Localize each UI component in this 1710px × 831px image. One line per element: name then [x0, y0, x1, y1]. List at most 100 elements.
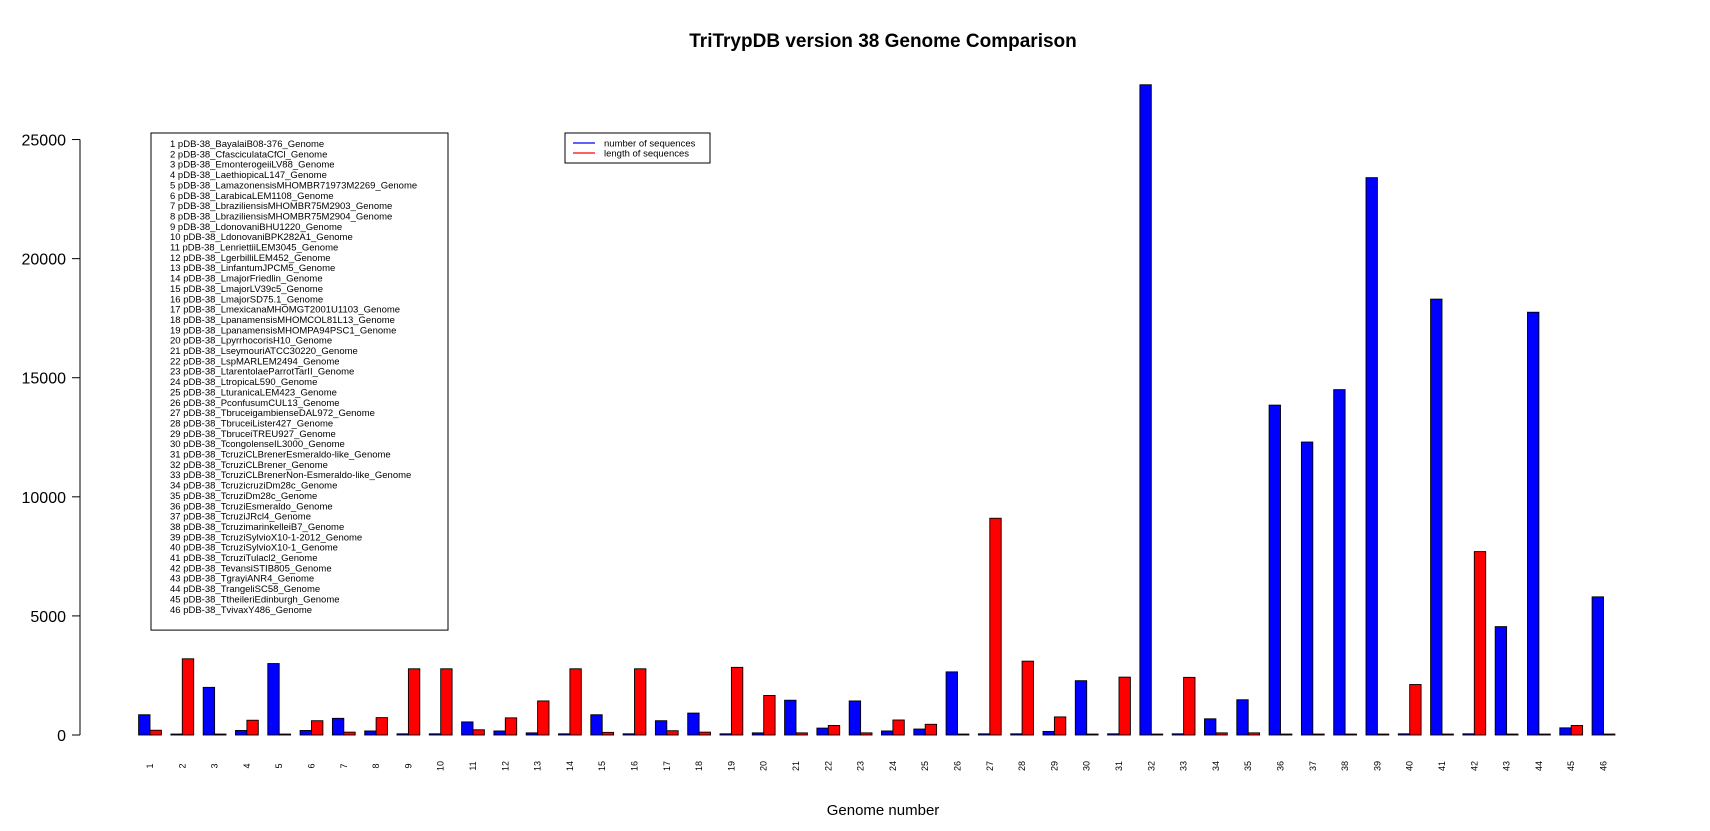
bar-number-of-sequences — [816, 727, 829, 736]
x-tick-label: 26 — [953, 761, 963, 771]
bar-number-of-sequences — [1236, 699, 1249, 736]
x-tick-label: 33 — [1179, 761, 1189, 771]
genome-legend-entry: 15 pDB-38_LmajorLV39c5_Genome — [170, 284, 323, 295]
genome-legend-entry: 19 pDB-38_LpanamensisMHOMPA94PSC1_Genome — [170, 325, 396, 336]
bar-length-of-sequences — [214, 733, 227, 736]
bar-length-of-sequences — [827, 725, 841, 736]
bar-number-of-sequences — [848, 700, 862, 736]
genome-legend-entry: 9 pDB-38_LdonovaniBHU1220_Genome — [170, 222, 342, 233]
bar-length-of-sequences — [989, 517, 1002, 736]
bar-number-of-sequences — [1462, 733, 1475, 736]
genome-legend-entry: 42 pDB-38_TevansiSTIB805_Genome — [170, 563, 332, 574]
genome-legend-entry: 20 pDB-38_LpyrrhocorisH10_Genome — [170, 336, 332, 347]
x-tick-label: 22 — [823, 761, 833, 771]
bar-number-of-sequences — [299, 730, 312, 736]
genome-legend-entry: 44 pDB-38_TrangeliSC58_Genome — [170, 584, 320, 595]
genome-legend-entry: 7 pDB-38_LbraziliensisMHOMBR75M2903_Geno… — [170, 201, 392, 212]
x-tick-label: 17 — [662, 761, 672, 771]
bar-length-of-sequences — [634, 668, 647, 736]
y-tick-label: 20000 — [22, 252, 67, 269]
x-tick-label: 29 — [1049, 761, 1059, 771]
genome-legend-entry: 45 pDB-38_TtheileriEdinburgh_Genome — [170, 594, 340, 605]
x-tick-label: 19 — [726, 761, 736, 771]
x-axis-label: Genome number — [827, 802, 940, 819]
bar-length-of-sequences — [472, 729, 485, 736]
bar-number-of-sequences — [202, 686, 216, 736]
genome-legend-entry: 17 pDB-38_LmexicanaMHOMGT2001U1103_Genom… — [170, 305, 400, 316]
genome-legend-entry: 43 pDB-38_TgrayiANR4_Genome — [170, 574, 314, 585]
genome-legend-entry: 29 pDB-38_TbruceiTREU927_Genome — [170, 429, 336, 440]
bar-number-of-sequences — [784, 699, 797, 736]
genome-legend-entry: 10 pDB-38_LdonovaniBPK282A1_Genome — [170, 232, 353, 243]
series-legend-label: number of sequences — [604, 139, 696, 150]
bar-length-of-sequences — [601, 731, 615, 736]
genome-legend-entry: 1 pDB-38_BayalaiB08-376_Genome — [170, 139, 324, 150]
bar-number-of-sequences — [1333, 389, 1346, 736]
bar-length-of-sequences — [860, 732, 873, 736]
x-tick-label: 35 — [1243, 761, 1253, 771]
bar-length-of-sequences — [246, 719, 259, 736]
x-tick-label: 36 — [1276, 761, 1286, 771]
bar-length-of-sequences — [698, 731, 711, 736]
bar-length-of-sequences — [1506, 733, 1519, 736]
bar-length-of-sequences — [440, 668, 453, 736]
genome-legend-entry: 25 pDB-38_LturanicaLEM423_Genome — [170, 387, 337, 398]
x-tick-label: 25 — [920, 761, 930, 771]
genome-legend-entry: 6 pDB-38_LarabicaLEM1108_Genome — [170, 191, 334, 202]
bar-number-of-sequences — [428, 733, 442, 736]
bar-length-of-sequences — [278, 733, 292, 736]
genome-legend-entry: 11 pDB-38_LenriettiiLEM3045_Genome — [170, 243, 338, 254]
x-tick-label: 42 — [1469, 761, 1479, 771]
bar-number-of-sequences — [590, 714, 603, 736]
genome-legend-entry: 32 pDB-38_TcruziCLBrener_Genome — [170, 460, 328, 471]
x-tick-label: 40 — [1405, 761, 1415, 771]
bar-number-of-sequences — [1494, 626, 1508, 736]
genome-legend-entry: 22 pDB-38_LspMARLEM2494_Genome — [170, 356, 340, 367]
bar-length-of-sequences — [504, 717, 518, 736]
bar-length-of-sequences — [181, 658, 195, 736]
bar-length-of-sequences — [1570, 725, 1584, 736]
x-tick-label: 28 — [1017, 761, 1027, 771]
x-tick-label: 1 — [145, 763, 155, 768]
bar-number-of-sequences — [267, 663, 280, 736]
x-tick-label: 24 — [888, 761, 898, 771]
x-tick-label: 31 — [1114, 761, 1124, 771]
bar-number-of-sequences — [719, 733, 732, 736]
bar-number-of-sequences — [977, 733, 991, 736]
bar-length-of-sequences — [1473, 551, 1487, 736]
bar-number-of-sequences — [1365, 177, 1378, 736]
bar-length-of-sequences — [1280, 733, 1293, 736]
bar-length-of-sequences — [795, 732, 808, 736]
bar-length-of-sequences — [1603, 733, 1616, 736]
bar-number-of-sequences — [1591, 596, 1604, 736]
chart-title: TriTrypDB version 38 Genome Comparison — [689, 31, 1077, 52]
genome-legend-entry: 30 pDB-38_TcongolenseIL3000_Genome — [170, 439, 345, 450]
bar-number-of-sequences — [913, 728, 926, 736]
genome-legend-entry: 38 pDB-38_TcruzimarinkelleiB7_Genome — [170, 522, 344, 533]
x-tick-label: 21 — [791, 761, 801, 771]
bar-number-of-sequences — [364, 730, 377, 736]
bar-length-of-sequences — [957, 733, 970, 736]
genome-legend-entry: 4 pDB-38_LaethiopicaL147_Genome — [170, 170, 327, 181]
bar-length-of-sequences — [1086, 733, 1099, 736]
y-axis: 0 5000 10000 15000 20000 25000 — [22, 133, 81, 745]
genome-legend-entry: 34 pDB-38_TcruzicruziDm28c_Genome — [170, 481, 337, 492]
bar-number-of-sequences — [396, 733, 409, 736]
x-tick-label: 46 — [1599, 761, 1609, 771]
bar-number-of-sequences — [1430, 298, 1443, 736]
x-tick-label: 44 — [1534, 761, 1544, 771]
x-tick-label: 13 — [533, 761, 543, 771]
genome-legend-entry: 3 pDB-38_EmonterogeiiLV88_Genome — [170, 160, 335, 171]
bar-number-of-sequences — [235, 730, 248, 736]
bar-number-of-sequences — [1107, 733, 1120, 736]
genome-legend-entry: 27 pDB-38_TbruceigambienseDAL972_Genome — [170, 408, 375, 419]
bar-length-of-sequences — [1053, 716, 1067, 736]
x-tick-label: 10 — [436, 761, 446, 771]
bar-length-of-sequences — [892, 719, 905, 736]
series-legend-label: length of sequences — [604, 149, 689, 160]
x-tick-label: 38 — [1340, 761, 1350, 771]
x-tick-label: 7 — [339, 763, 349, 768]
bar-number-of-sequences — [170, 733, 183, 736]
bar-length-of-sequences — [375, 717, 388, 736]
